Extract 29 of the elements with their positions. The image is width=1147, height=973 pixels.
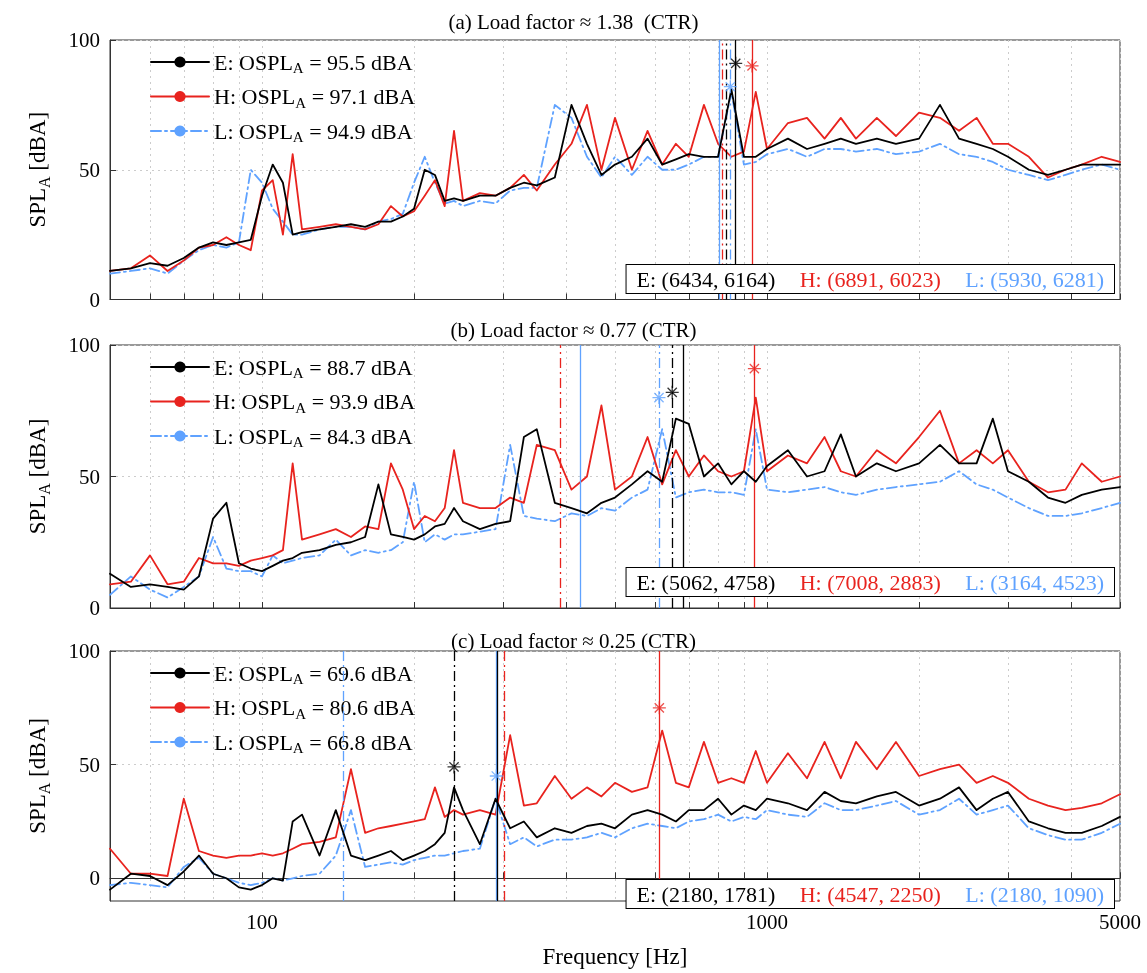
- x-axis-title: Frequency [Hz]: [542, 944, 688, 969]
- point: [652, 391, 666, 405]
- y-axis-title: SPLA [dBA]: [25, 718, 53, 834]
- y-axis-title: SPLA [dBA]: [25, 418, 53, 535]
- annotation: E: (2180, 1781): [636, 881, 776, 907]
- y-tick-label: 50: [79, 464, 100, 489]
- y-tick-label: 100: [68, 28, 100, 52]
- annotation: H: (4547, 2250): [799, 881, 941, 907]
- y-axis-title: SPLA [dBA]: [25, 111, 53, 228]
- y-tick-label: 0: [89, 866, 100, 891]
- y-tick-label: 0: [89, 287, 100, 312]
- annotation: L: (3164, 4523): [965, 569, 1104, 595]
- chart-title: (b) Load factor ≈ 0.77 (CTR): [450, 317, 697, 342]
- chart-title: (a) Load factor ≈ 1.38 (CTR): [448, 9, 699, 34]
- x-tick-label: 100: [246, 909, 278, 934]
- y-tick-label: 50: [79, 157, 100, 182]
- y-tick-label: 0: [89, 596, 100, 620]
- annotation: E: (6434, 6164): [636, 266, 776, 292]
- annotation: L: (5930, 6281): [965, 266, 1104, 292]
- y-tick-label: 50: [79, 752, 100, 777]
- y-tick-label: 100: [68, 333, 100, 357]
- y-tick-label: 100: [68, 639, 100, 663]
- annotation: H: (7008, 2883): [799, 569, 941, 595]
- x-tick-label: 5000: [1099, 909, 1141, 934]
- annotation: E: (5062, 4758): [636, 569, 776, 595]
- x-tick-label: 1000: [746, 909, 789, 934]
- annotation: L: (2180, 1090): [965, 881, 1104, 907]
- annotation: H: (6891, 6023): [799, 266, 941, 292]
- chart-title: (c) Load factor ≈ 0.25 (CTR): [451, 628, 696, 653]
